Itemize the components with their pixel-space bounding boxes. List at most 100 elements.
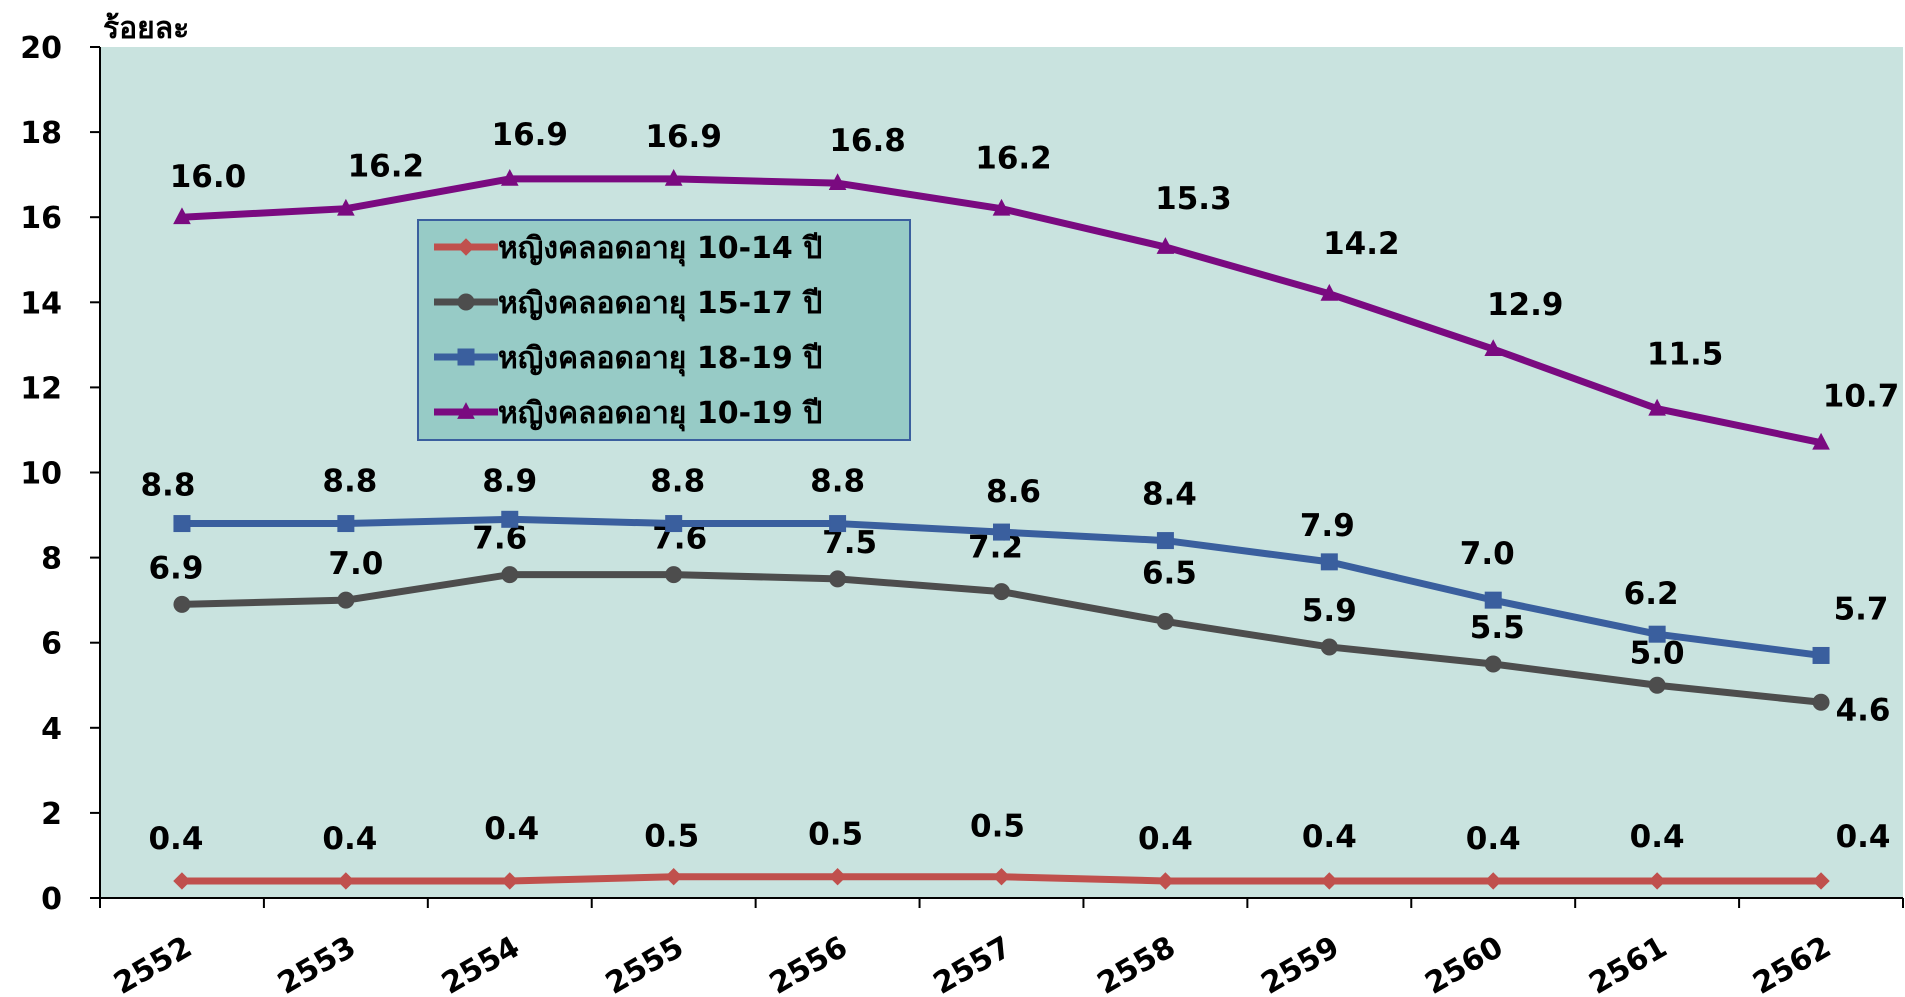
y-tick-label: 10 (20, 457, 62, 492)
data-label: 5.7 (1834, 591, 1889, 627)
diamond-marker (1812, 872, 1830, 890)
data-label: 16.9 (645, 119, 722, 155)
data-label: 8.8 (322, 464, 377, 500)
square-marker (665, 515, 683, 533)
data-label: 8.9 (482, 463, 537, 499)
triangle-marker (173, 207, 191, 225)
legend-label: หญิงคลอดอายุ 15-17 ปี (498, 286, 822, 322)
circle-marker (457, 293, 475, 311)
circle-marker (173, 595, 191, 613)
square-marker (457, 348, 475, 366)
data-label: 6.5 (1142, 555, 1197, 591)
square-marker (337, 515, 355, 533)
data-label: 0.4 (1302, 819, 1357, 855)
data-label: 12.9 (1487, 287, 1564, 323)
data-label: 16.0 (170, 159, 247, 195)
circle-marker (337, 591, 355, 609)
diamond-marker (1156, 872, 1175, 890)
data-label: 8.8 (810, 464, 865, 500)
triangle-marker (1648, 398, 1666, 416)
data-label: 16.2 (348, 149, 425, 185)
data-label: 0.4 (322, 821, 377, 857)
square-marker (1648, 625, 1666, 643)
legend-item: หญิงคลอดอายุ 15-17 ปี (434, 286, 822, 322)
x-tick-label: 2562 (1747, 930, 1837, 997)
data-label: 8.8 (140, 468, 195, 504)
data-label: 16.9 (492, 117, 569, 153)
data-label: 11.5 (1647, 337, 1724, 373)
circle-marker (993, 583, 1010, 601)
triangle-marker (337, 198, 355, 216)
circle-marker (1320, 638, 1338, 656)
legend-item: หญิงคลอดอายุ 10-14 ปี (434, 231, 822, 267)
x-tick-label: 2558 (1092, 930, 1182, 997)
y-tick-label: 0 (41, 882, 62, 917)
data-label: 0.4 (1138, 821, 1193, 857)
data-label: 0.4 (484, 811, 539, 847)
legend-item: หญิงคลอดอายุ 10-19 ปี (434, 396, 822, 432)
data-label: 15.3 (1155, 181, 1232, 217)
legend-item: หญิงคลอดอายุ 18-19 ปี (434, 341, 822, 377)
y-axis-title: ร้อยละ (103, 11, 189, 46)
square-marker (1320, 553, 1338, 571)
diamond-marker (1648, 872, 1666, 890)
data-label: 0.4 (1836, 819, 1891, 855)
x-tick-label: 2560 (1419, 930, 1509, 997)
diamond-marker (828, 868, 847, 886)
y-tick-label: 14 (20, 286, 62, 321)
series-3: 8.8 8.8 8.9 8.8 8.8 8.6 8.4 7.9 7.0 6.2 5.7 (140, 463, 1889, 664)
y-tick-label: 6 (41, 627, 62, 662)
data-label: 10.7 (1823, 379, 1900, 415)
diamond-marker (337, 872, 355, 890)
triangle-marker (828, 173, 847, 191)
square-marker (173, 515, 191, 533)
legend-label: หญิงคลอดอายุ 18-19 ปี (498, 341, 822, 377)
data-label: 6.9 (148, 550, 203, 586)
square-marker (501, 510, 519, 528)
legend-label: หญิงคลอดอายุ 10-19 ปี (498, 396, 822, 432)
y-tick-label: 2 (41, 797, 62, 832)
diamond-marker (501, 872, 519, 890)
triangle-marker (992, 198, 1011, 216)
circle-marker (1484, 655, 1502, 673)
data-label: 8.6 (986, 474, 1041, 510)
data-label: 8.8 (650, 464, 705, 500)
diamond-marker (1484, 872, 1502, 890)
triangle-marker (1320, 283, 1339, 301)
x-tick-label: 2552 (108, 930, 198, 997)
diamond-marker (992, 868, 1011, 886)
data-label: 5.5 (1470, 610, 1525, 646)
y-axis-ticks: 0 2 4 6 8 10 12 14 16 18 20 (20, 31, 100, 917)
y-tick-label: 4 (41, 712, 62, 747)
data-label: 0.5 (970, 809, 1025, 845)
diamond-marker (664, 868, 683, 886)
x-tick-label: 2554 (436, 930, 526, 997)
data-label: 0.5 (644, 819, 699, 855)
data-label: 0.5 (808, 817, 863, 853)
circle-marker (1812, 693, 1830, 711)
plot-area (100, 47, 1903, 898)
data-label: 0.4 (1466, 821, 1521, 857)
triangle-marker (1484, 339, 1503, 357)
series-4: 16.0 16.2 16.9 16.9 16.8 16.2 15.3 14.2 12.9 11.5… (170, 117, 1900, 450)
data-label: 7.0 (1460, 536, 1515, 572)
x-tick-label: 2553 (272, 930, 362, 997)
legend-box (417, 219, 911, 441)
y-tick-label: 8 (41, 542, 62, 577)
data-label: 0.4 (1630, 819, 1685, 855)
data-label: 8.4 (1142, 477, 1197, 513)
square-marker (1812, 646, 1830, 664)
square-marker (829, 515, 847, 533)
data-label: 6.2 (1624, 576, 1679, 612)
data-label: 7.6 (472, 521, 527, 557)
triangle-marker (457, 402, 475, 419)
x-tick-label: 2557 (928, 930, 1018, 997)
series-2: 6.9 7.07.6 7.6 7.5 7.26.55.9 5.55.04.6 (148, 521, 1890, 729)
data-label: 7.9 (1300, 508, 1355, 544)
circle-marker (501, 566, 519, 584)
data-label: 5.9 (1302, 593, 1357, 629)
data-label: 0.4 (148, 821, 203, 857)
circle-marker (1648, 676, 1666, 694)
triangle-marker (664, 169, 683, 186)
